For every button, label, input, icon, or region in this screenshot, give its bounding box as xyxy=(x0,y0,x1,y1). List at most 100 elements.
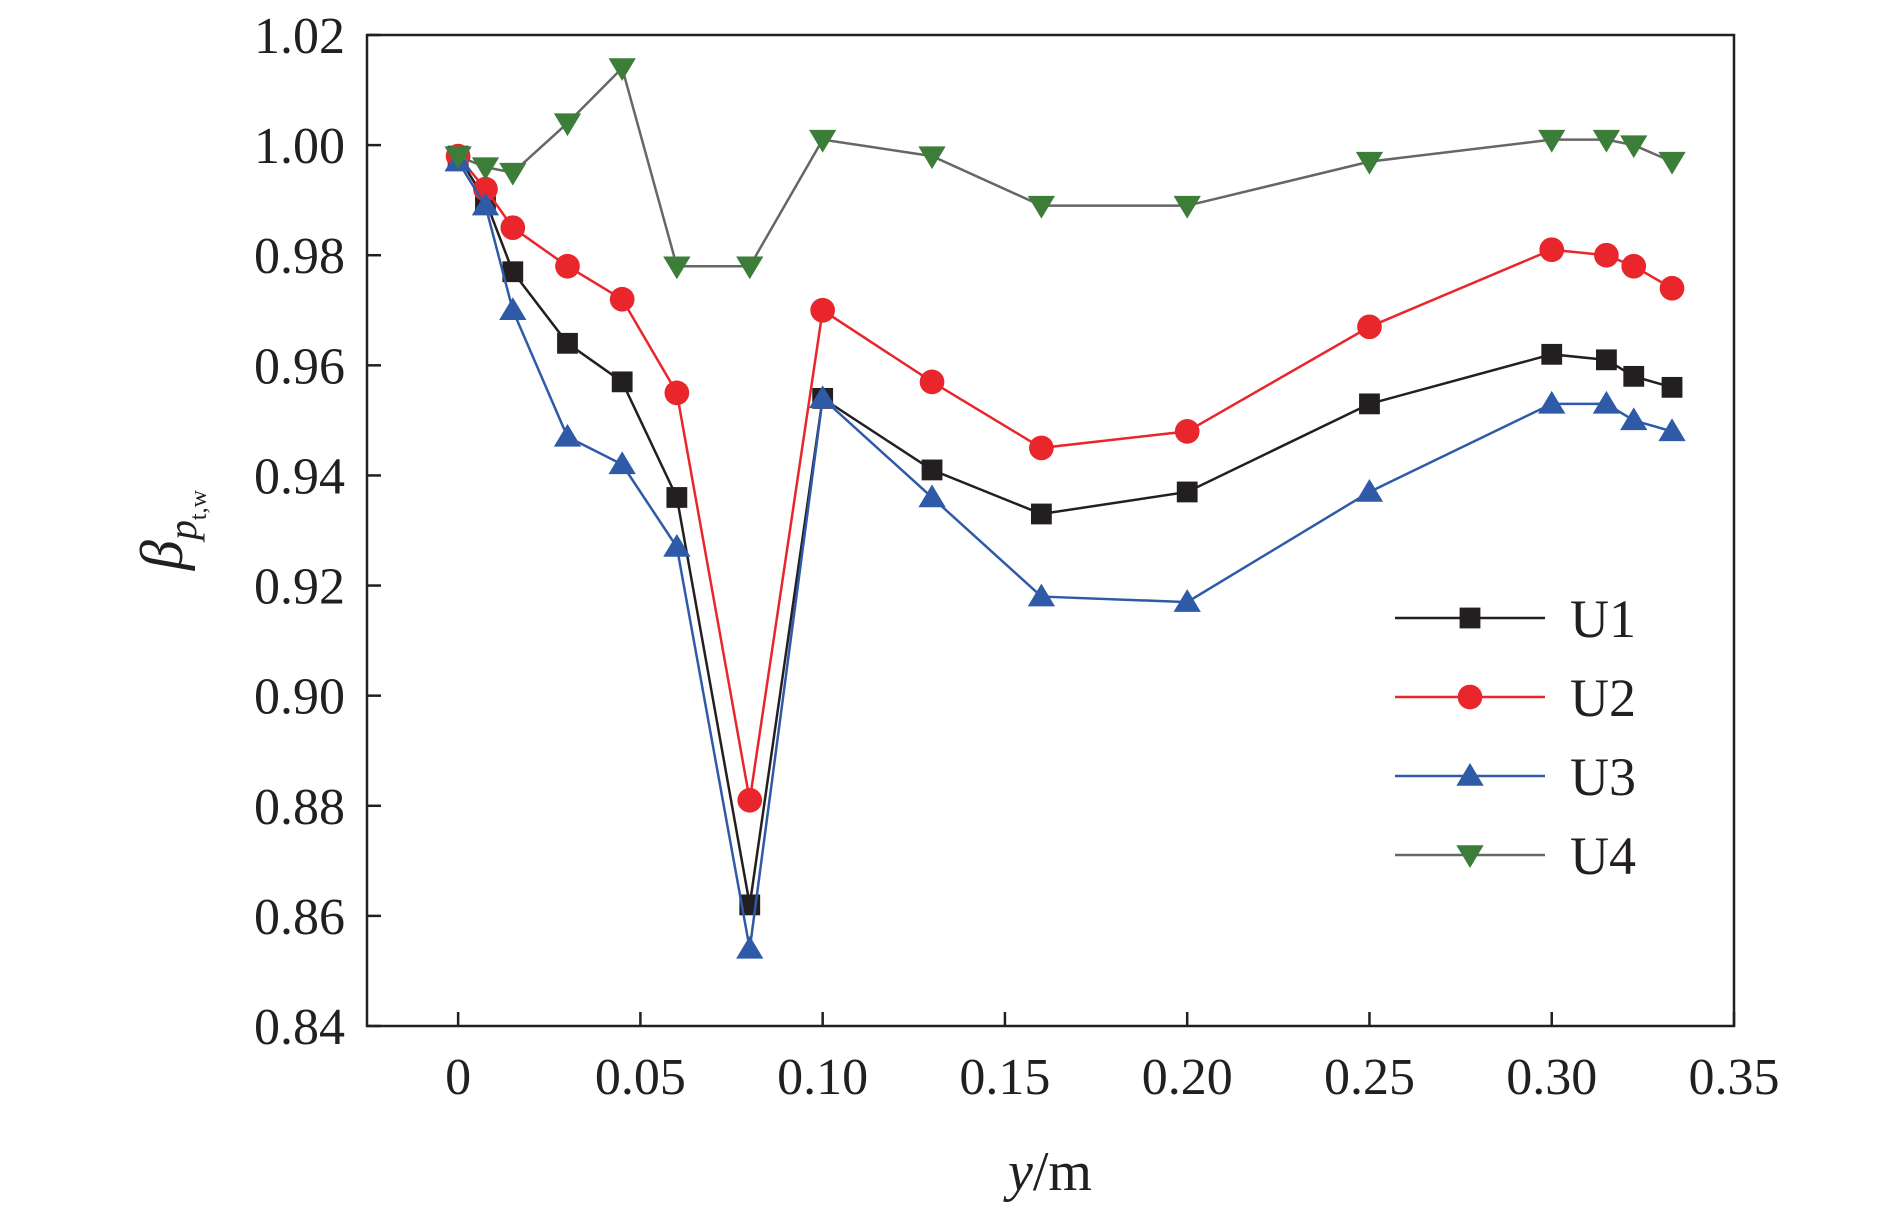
data-point-u4 xyxy=(663,256,691,280)
y-tick-label: 0.88 xyxy=(254,779,345,836)
x-axis-title: y/m xyxy=(1003,1141,1092,1203)
y-axis-title-subscript: p xyxy=(160,520,205,543)
legend-label-u1: U1 xyxy=(1570,589,1636,649)
y-axis-title-subsubscript: t,w xyxy=(186,489,212,520)
legend-marker-u3 xyxy=(1456,763,1484,786)
svg-text:βpt,w: βpt,w xyxy=(129,489,212,571)
data-point-u4 xyxy=(1592,129,1621,153)
y-tick-label: 0.90 xyxy=(254,669,345,726)
data-point-u1 xyxy=(1661,376,1683,398)
data-point-u1 xyxy=(502,261,524,283)
data-point-u2 xyxy=(737,787,763,813)
data-point-u2 xyxy=(919,369,945,395)
data-point-u2 xyxy=(500,215,526,241)
x-tick-label: 0.05 xyxy=(595,1049,686,1106)
data-point-u1 xyxy=(1176,481,1198,503)
x-axis-title-unit: /m xyxy=(1033,1141,1092,1203)
legend-label-u4: U4 xyxy=(1570,826,1636,886)
data-point-u3 xyxy=(1658,418,1686,442)
data-point-u4 xyxy=(471,157,500,181)
data-point-u2 xyxy=(1659,275,1685,301)
x-axis: 0 0.05 0.10 0.15 0.20 0.25 0.30 0.35 xyxy=(445,1012,1780,1106)
series-line-u3 xyxy=(457,160,1673,950)
data-point-u3 xyxy=(918,484,946,508)
x-axis-title-variable: y xyxy=(1003,1141,1033,1203)
data-point-u4 xyxy=(1173,195,1201,219)
series-line-u4 xyxy=(457,65,1673,268)
y-tick-label: 0.92 xyxy=(254,559,345,616)
y-tick-label: 0.94 xyxy=(254,448,345,505)
data-point-u4 xyxy=(918,146,946,170)
data-point-u4 xyxy=(553,113,582,137)
data-point-u3 xyxy=(553,423,582,447)
data-point-u3 xyxy=(736,935,764,959)
data-point-u3 xyxy=(1592,390,1621,414)
data-point-u1 xyxy=(1596,349,1617,371)
x-tick-label: 0.30 xyxy=(1506,1049,1597,1106)
x-tick-label: 0.20 xyxy=(1142,1049,1233,1106)
data-point-u2 xyxy=(1594,242,1619,268)
series-line-u1 xyxy=(457,155,1673,906)
data-point-u4 xyxy=(608,58,636,82)
data-point-u3 xyxy=(663,534,691,557)
data-point-u1 xyxy=(1541,343,1563,365)
data-point-u2 xyxy=(810,297,836,323)
data-point-u4 xyxy=(1658,151,1686,175)
y-axis: 0.84 0.86 0.88 0.90 0.92 0.94 0.96 0.98 1.00 1.02 xyxy=(254,8,381,1056)
data-point-u4 xyxy=(1620,135,1648,159)
legend-marker-u4 xyxy=(1456,845,1484,868)
data-point-u3 xyxy=(1027,583,1056,607)
data-point-u3 xyxy=(1620,407,1648,431)
y-tick-label: 0.84 xyxy=(254,999,345,1056)
data-point-u2 xyxy=(1539,237,1565,263)
x-tick-label: 0.25 xyxy=(1324,1049,1415,1106)
series-line-u2 xyxy=(457,155,1673,801)
legend-label-u2: U2 xyxy=(1570,668,1636,728)
data-point-u3 xyxy=(1173,589,1201,612)
data-point-u3 xyxy=(1538,390,1566,414)
data-point-u2 xyxy=(1029,435,1054,461)
data-point-u2 xyxy=(609,286,635,312)
data-point-u1 xyxy=(666,487,688,508)
plot-frame xyxy=(365,33,1736,1028)
data-point-u1 xyxy=(611,371,633,393)
data-point-u4 xyxy=(809,129,837,153)
y-tick-label: 1.00 xyxy=(254,118,345,175)
legend-marker-u1 xyxy=(1459,607,1481,629)
data-point-u4 xyxy=(499,162,527,186)
data-point-u2 xyxy=(1357,314,1382,340)
data-point-u2 xyxy=(1174,419,1200,444)
legend: U1 U2 U3 U4 xyxy=(1395,589,1636,886)
data-point-u3 xyxy=(608,451,636,475)
y-tick-label: 1.02 xyxy=(254,8,345,65)
data-point-u4 xyxy=(1355,151,1384,175)
data-point-u1 xyxy=(1359,393,1380,415)
x-tick-label: 0.15 xyxy=(959,1049,1050,1106)
series-layer xyxy=(444,58,1686,959)
data-point-u3 xyxy=(809,385,837,409)
y-tick-label: 0.86 xyxy=(254,889,345,946)
data-point-u4 xyxy=(444,146,472,170)
data-point-u3 xyxy=(499,297,527,321)
data-point-u1 xyxy=(921,459,943,481)
data-point-u3 xyxy=(471,192,500,216)
data-point-u2 xyxy=(664,380,690,406)
data-point-u4 xyxy=(1027,195,1056,219)
data-point-u1 xyxy=(1030,503,1052,525)
y-axis-title: βpt,w xyxy=(129,489,212,571)
x-tick-label: 0.35 xyxy=(1689,1049,1780,1106)
x-tick-label: 0.10 xyxy=(777,1049,868,1106)
data-point-u1 xyxy=(1623,365,1645,387)
data-point-u2 xyxy=(1621,253,1647,279)
y-axis-title-symbol: β xyxy=(129,540,195,571)
data-point-u1 xyxy=(557,332,578,354)
y-tick-label: 0.98 xyxy=(254,228,345,285)
data-point-u4 xyxy=(1538,129,1566,153)
x-tick-label: 0 xyxy=(445,1049,471,1106)
legend-marker-u2 xyxy=(1457,684,1483,710)
data-point-u3 xyxy=(1355,478,1384,502)
y-tick-label: 0.96 xyxy=(254,338,345,395)
data-point-u4 xyxy=(736,256,764,280)
